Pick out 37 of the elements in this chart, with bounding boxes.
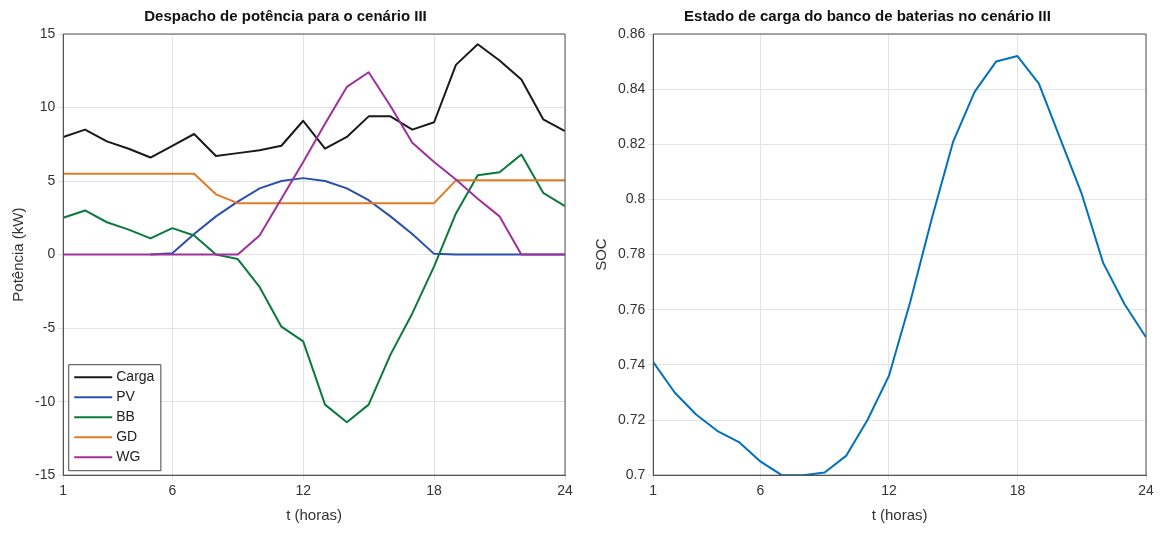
x-tick-label: 6 <box>756 482 765 499</box>
y-tick-label: 0.74 <box>618 355 646 372</box>
x-tick-label: 18 <box>1009 482 1026 499</box>
legend-label: Carga <box>116 368 155 385</box>
x-axis-title: t (horas) <box>871 506 928 524</box>
y-tick-label: 0.8 <box>625 190 646 207</box>
x-tick-label: 1 <box>649 482 658 499</box>
y-tick-label: 10 <box>39 98 56 115</box>
chart-title: Estado de carga do banco de baterias no cenário III <box>684 7 1051 25</box>
y-tick-label: -10 <box>35 392 56 409</box>
y-tick-label: 0.82 <box>618 135 646 152</box>
x-tick-label: 24 <box>1138 482 1154 499</box>
y-tick-label: 0.76 <box>618 300 646 317</box>
x-tick-label: 6 <box>168 482 177 499</box>
x-tick-label: 18 <box>426 482 443 499</box>
y-tick-label: 0.72 <box>618 410 646 427</box>
legend-label: BB <box>116 408 135 425</box>
y-axis-title: Potência (kW) <box>9 207 27 302</box>
x-tick-label: 12 <box>295 482 312 499</box>
x-axis-title: t (horas) <box>286 506 343 524</box>
x-tick-label: 1 <box>59 482 68 499</box>
y-tick-label: 0.78 <box>618 245 646 262</box>
x-tick-label: 12 <box>881 482 897 499</box>
legend-label: PV <box>116 388 136 405</box>
y-tick-label: 5 <box>47 171 56 188</box>
y-tick-label: 0.86 <box>618 24 646 41</box>
y-tick-label: 0 <box>47 245 56 262</box>
y-axis-title: SOC <box>592 238 610 271</box>
y-tick-label: -15 <box>35 466 56 483</box>
x-tick-label: 24 <box>557 482 573 499</box>
y-tick-label: -5 <box>42 318 56 335</box>
y-tick-label: 0.7 <box>625 466 646 483</box>
chart-title: Despacho de potência para o cenário III <box>144 7 427 25</box>
y-tick-label: 0.84 <box>618 80 646 97</box>
legend-label: WG <box>116 448 141 465</box>
y-tick-label: 15 <box>39 24 56 41</box>
legend-label: GD <box>116 428 138 445</box>
